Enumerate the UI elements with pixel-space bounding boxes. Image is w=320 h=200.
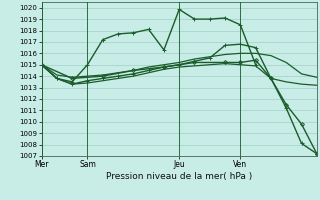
X-axis label: Pression niveau de la mer( hPa ): Pression niveau de la mer( hPa ) xyxy=(106,172,252,181)
